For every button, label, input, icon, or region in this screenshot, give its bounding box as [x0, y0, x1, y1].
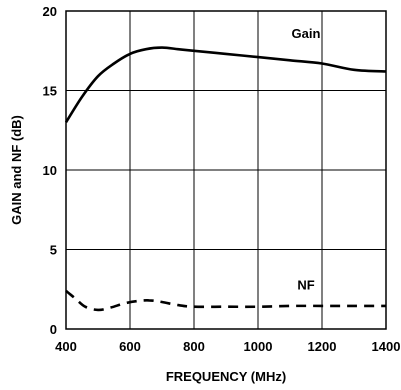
x-axis-title: FREQUENCY (MHz)	[166, 369, 286, 384]
series-label-nf: NF	[297, 277, 314, 292]
y-tick-label: 5	[50, 243, 57, 258]
tick-labels: 400 600 800 1000 1200 1400 0 5 10 15 20	[43, 4, 401, 354]
x-tick-label: 1000	[244, 339, 273, 354]
x-tick-label: 600	[119, 339, 141, 354]
x-tick-label: 1200	[308, 339, 337, 354]
series-label-gain: Gain	[292, 26, 321, 41]
grid	[65, 10, 387, 330]
x-tick-label: 800	[183, 339, 205, 354]
series-group: Gain NF	[64, 26, 387, 312]
series-line-gain	[64, 46, 387, 124]
x-tick-label: 1400	[372, 339, 401, 354]
y-tick-label: 0	[50, 322, 57, 337]
plot-frame	[65, 10, 387, 330]
x-tick-label: 400	[55, 339, 77, 354]
series-line-nf	[65, 289, 386, 312]
y-tick-label: 15	[43, 84, 57, 99]
y-tick-label: 20	[43, 4, 57, 19]
y-axis-title: GAIN and NF (dB)	[9, 115, 24, 225]
y-tick-label: 10	[43, 163, 57, 178]
